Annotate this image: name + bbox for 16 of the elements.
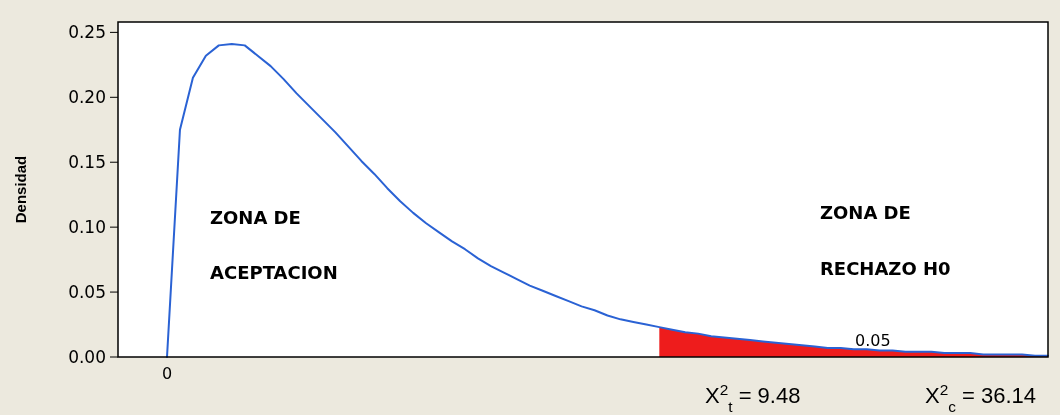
annotation: ZONA DE — [210, 206, 301, 228]
text: X$^{2}$$_{c}$ = 36.14 — [925, 380, 1037, 415]
annotation: 0.05 — [855, 330, 891, 350]
y-axis-title: Densidad — [11, 155, 29, 224]
annotation: ZONA DE — [820, 201, 911, 223]
annotation: RECHAZO H0 — [820, 257, 951, 279]
y-tick-label: 0.00 — [68, 347, 106, 367]
y-tick-label: 0.05 — [68, 282, 106, 303]
y-tick-label: 0.10 — [68, 217, 106, 238]
text: X$^{2}$$_{t}$ = 9.48 — [705, 380, 801, 415]
y-tick-label: 0.25 — [68, 22, 106, 43]
y-tick-label: 0.20 — [68, 87, 106, 108]
y-tick-label: 0.15 — [68, 152, 106, 173]
annotation: ACEPTACION — [210, 261, 338, 283]
line-series — [166, 43, 1049, 358]
x-tick-label: 0 — [161, 363, 173, 383]
